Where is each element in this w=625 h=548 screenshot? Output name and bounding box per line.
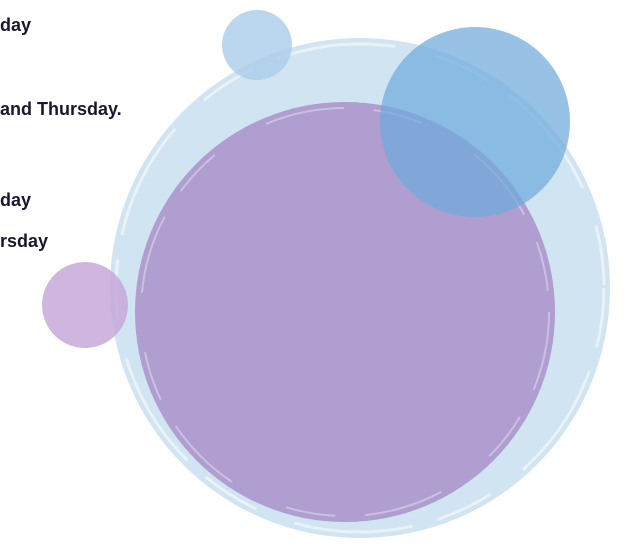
small-purple-circle	[42, 262, 128, 348]
text-line: day	[0, 190, 31, 210]
text-line: rsday	[0, 231, 48, 251]
text-line: and Thursday.	[0, 99, 122, 119]
text-line: day	[0, 15, 31, 35]
small-blue-circle	[222, 10, 292, 80]
brush-edge	[140, 107, 550, 517]
blue-circle	[380, 27, 570, 217]
